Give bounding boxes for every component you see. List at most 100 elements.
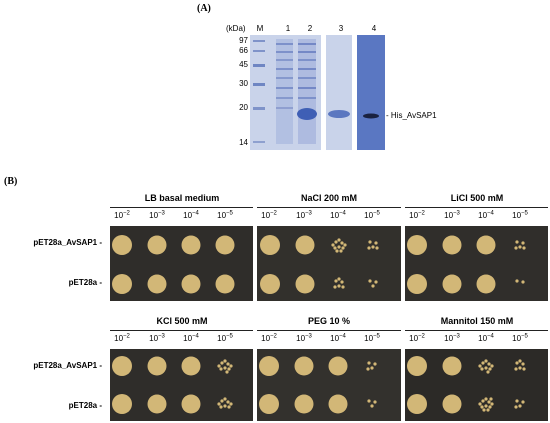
dilution-label: 10−4: [478, 210, 494, 220]
panel-a-label: (A): [197, 3, 211, 14]
colony-spot: [340, 280, 344, 284]
dilution-label: 10−2: [261, 210, 277, 220]
colony-spot: [337, 238, 341, 242]
colony-spot: [223, 404, 227, 408]
colony-spot: [487, 362, 491, 366]
dilution-label: 10−3: [149, 333, 165, 343]
colony-spot: [521, 400, 525, 404]
ladder-30: 30: [239, 79, 248, 88]
dilution-label: 10−3: [296, 333, 312, 343]
dilution-label: 10−3: [444, 210, 460, 220]
colony-spot: [373, 362, 377, 366]
strain-label-avsap1: pET28a_AvSAP1 -: [33, 361, 102, 370]
colony-spot: [294, 356, 314, 376]
colony-spot: [371, 245, 375, 249]
plate-title-lb-basal: LB basal medium: [144, 193, 220, 203]
colony-spot: [341, 246, 345, 250]
colony-spot: [488, 367, 492, 371]
colony-spot: [515, 279, 519, 283]
colony-spot: [226, 400, 230, 404]
colony-spot: [333, 285, 337, 289]
colony-spot: [328, 394, 348, 414]
colony-spot: [260, 274, 280, 294]
dilution-label: 10−2: [409, 333, 425, 343]
dilution-label: 10−4: [183, 210, 199, 220]
colony-spot: [515, 399, 519, 403]
colony-spot: [112, 394, 132, 414]
colony-spot: [367, 246, 371, 250]
colony-spot: [521, 362, 525, 366]
colony-spot: [226, 362, 230, 366]
his-avsap1-band-label: - His_AvSAP1: [386, 111, 437, 120]
plate-mannitol-image: [405, 349, 548, 421]
colony-spot: [337, 284, 341, 288]
dilution-label: 10−2: [114, 210, 130, 220]
colony-spot: [223, 397, 227, 401]
colony-spot: [331, 243, 335, 247]
colony-spot: [217, 402, 221, 406]
panel-b-label: (B): [4, 176, 18, 187]
colony-spot: [368, 279, 372, 283]
colony-spot: [367, 399, 371, 403]
colony-spot: [484, 397, 488, 401]
colony-spot: [227, 367, 231, 371]
colony-spot: [490, 364, 494, 368]
colony-spot: [490, 402, 494, 406]
dilution-label: 10−2: [409, 210, 425, 220]
lane-marker-label: M: [256, 24, 264, 33]
colony-spot: [343, 243, 347, 247]
colony-spot: [219, 405, 223, 409]
colony-spot: [335, 249, 339, 253]
sds-page-gel-image: [250, 35, 321, 150]
colony-spot: [366, 367, 370, 371]
ladder-45: 45: [239, 60, 248, 69]
lane-3-label: 3: [338, 24, 344, 33]
colony-spot: [225, 370, 229, 374]
dilution-label: 10−5: [512, 210, 528, 220]
colony-spot: [181, 274, 201, 294]
colony-spot: [337, 277, 341, 281]
colony-spot: [215, 274, 235, 294]
colony-spot: [515, 361, 519, 365]
colony-spot: [476, 235, 496, 255]
plate-lb-basal-image: [110, 226, 253, 301]
colony-spot: [407, 274, 427, 294]
colony-spot: [407, 394, 427, 414]
colony-spot: [328, 356, 348, 376]
lane-2-label: 2: [307, 24, 313, 33]
colony-spot: [337, 245, 341, 249]
plate-title-peg: PEG 10 %: [307, 316, 351, 326]
colony-spot: [478, 364, 482, 368]
colony-spot: [442, 274, 462, 294]
plate-title-underline: [405, 207, 548, 208]
colony-spot: [518, 245, 522, 249]
colony-spot: [374, 280, 378, 284]
colony-spot: [480, 367, 484, 371]
colony-spot: [476, 274, 496, 294]
colony-spot: [487, 400, 491, 404]
colony-spot: [488, 405, 492, 409]
kda-unit-label: (kDa): [226, 24, 246, 33]
colony-spot: [215, 235, 235, 255]
colony-spot: [515, 240, 519, 244]
plate-licl-image: [405, 226, 548, 301]
dilution-label: 10−5: [217, 333, 233, 343]
colony-spot: [375, 246, 379, 250]
colony-spot: [259, 394, 279, 414]
colony-spot: [489, 397, 493, 401]
colony-spot: [514, 246, 518, 250]
colony-spot: [522, 246, 526, 250]
colony-spot: [181, 394, 201, 414]
colony-spot: [147, 394, 167, 414]
western-blot-lane-image: [357, 35, 385, 150]
colony-spot: [486, 408, 490, 412]
colony-spot: [370, 404, 374, 408]
colony-spot: [295, 274, 315, 294]
colony-spot: [514, 367, 518, 371]
dilution-label: 10−4: [330, 333, 346, 343]
colony-spot: [484, 404, 488, 408]
colony-spot: [340, 241, 344, 245]
dilution-label: 10−4: [478, 333, 494, 343]
dilution-label: 10−5: [364, 333, 380, 343]
colony-spot: [514, 405, 518, 409]
